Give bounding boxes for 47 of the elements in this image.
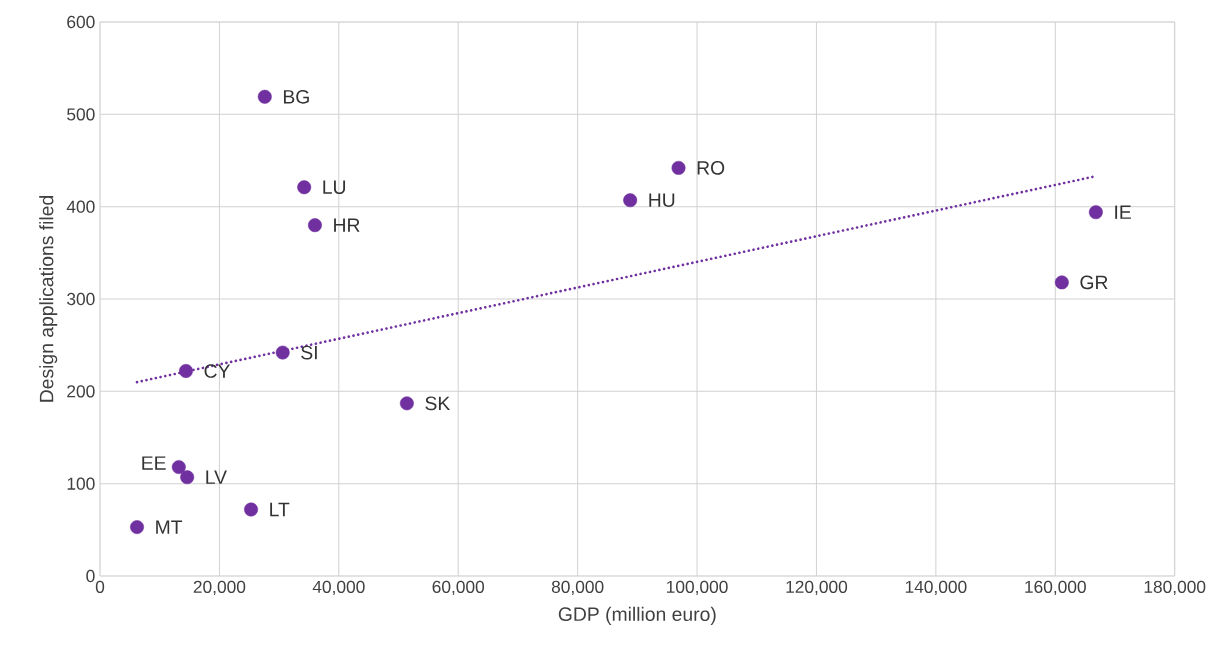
y-tick-label: 500 <box>67 108 95 121</box>
point <box>275 345 290 360</box>
y-tick-label: 200 <box>67 385 95 398</box>
point <box>130 520 144 534</box>
point <box>179 364 193 378</box>
annotation: SK <box>425 396 451 411</box>
annotation: MT <box>156 520 183 534</box>
x-tick-label: 80,000 <box>551 580 604 596</box>
y-tick-label: 100 <box>67 477 95 490</box>
annotation: LT <box>270 502 290 517</box>
point <box>297 180 312 195</box>
x-tick-label: 100,000 <box>667 580 728 596</box>
point <box>244 502 258 517</box>
x-tick-label: 180,000 <box>1144 580 1206 596</box>
x-tick-label: 40,000 <box>312 580 365 596</box>
point <box>171 460 186 474</box>
y-axis-title: Design applications filed <box>39 196 58 402</box>
point <box>257 89 272 104</box>
y-tick-label: 400 <box>66 200 95 213</box>
x-tick-label: 20,000 <box>193 580 246 596</box>
annotation: EE <box>142 456 166 470</box>
x-tick-label: 120,000 <box>786 580 848 596</box>
annotation: CY <box>204 364 231 378</box>
x-tick-label: 140,000 <box>905 580 967 596</box>
x-tick-label: 160,000 <box>1025 580 1086 596</box>
point <box>1054 275 1069 290</box>
point <box>399 396 414 411</box>
point <box>671 160 686 175</box>
annotation: GR <box>1080 275 1108 290</box>
annotation: HU <box>649 193 675 207</box>
x-axis-title: GDP (million euro) <box>558 606 716 625</box>
y-tick-label: 300 <box>67 292 95 306</box>
point <box>1088 205 1103 220</box>
annotation: IE <box>1115 205 1131 219</box>
annotation: LV <box>206 470 227 484</box>
annotation: LU <box>323 180 346 195</box>
point <box>623 193 638 208</box>
point <box>180 470 195 485</box>
annotation: HR <box>334 218 360 232</box>
annotation: SI <box>301 345 317 360</box>
x-tick-label: 0 <box>95 580 105 593</box>
annotation: RO <box>697 161 725 175</box>
y-tick-label: 600 <box>67 15 95 29</box>
x-tick-label: 60,000 <box>432 580 485 596</box>
annotation: BG <box>283 89 309 104</box>
point <box>308 218 322 233</box>
y-tick-label: 0 <box>86 569 95 583</box>
